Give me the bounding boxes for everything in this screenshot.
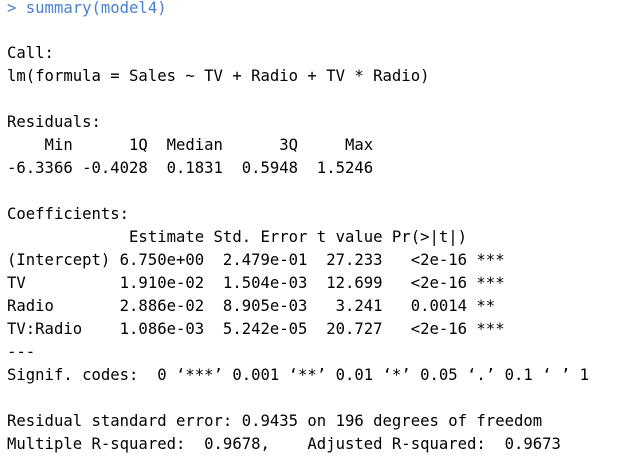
command-line: > summary(model4) bbox=[7, 0, 167, 17]
r-squared: Multiple R-squared: 0.9678, Adjusted R-s… bbox=[7, 435, 571, 453]
separator: --- bbox=[7, 343, 36, 361]
coefficient-row: Radio 2.886e-02 8.905e-03 3.241 0.0014 *… bbox=[7, 297, 505, 315]
coefficients-header: Coefficients: bbox=[7, 205, 130, 223]
coefficient-row: TV 1.910e-02 1.504e-03 12.699 <2e-16 *** bbox=[7, 274, 505, 292]
signif-codes: Signif. codes: 0 ‘***’ 0.001 ‘**’ 0.01 ‘… bbox=[7, 366, 590, 384]
coefficient-row: TV:Radio 1.086e-03 5.242e-05 20.727 <2e-… bbox=[7, 320, 505, 338]
call-header: Call: bbox=[7, 44, 54, 62]
residual-standard-error: Residual standard error: 0.9435 on 196 d… bbox=[7, 412, 543, 430]
residuals-values: -6.3366 -0.4028 0.1831 0.5948 1.5246 bbox=[7, 159, 383, 177]
call-formula: lm(formula = Sales ~ TV + Radio + TV * R… bbox=[7, 67, 430, 85]
residuals-header: Residuals: bbox=[7, 113, 101, 131]
residuals-columns: Min 1Q Median 3Q Max bbox=[7, 136, 383, 154]
coefficients-columns: Estimate Std. Error t value Pr(>|t|) bbox=[7, 228, 505, 246]
coefficient-row: (Intercept) 6.750e+00 2.479e-01 27.233 <… bbox=[7, 251, 505, 269]
